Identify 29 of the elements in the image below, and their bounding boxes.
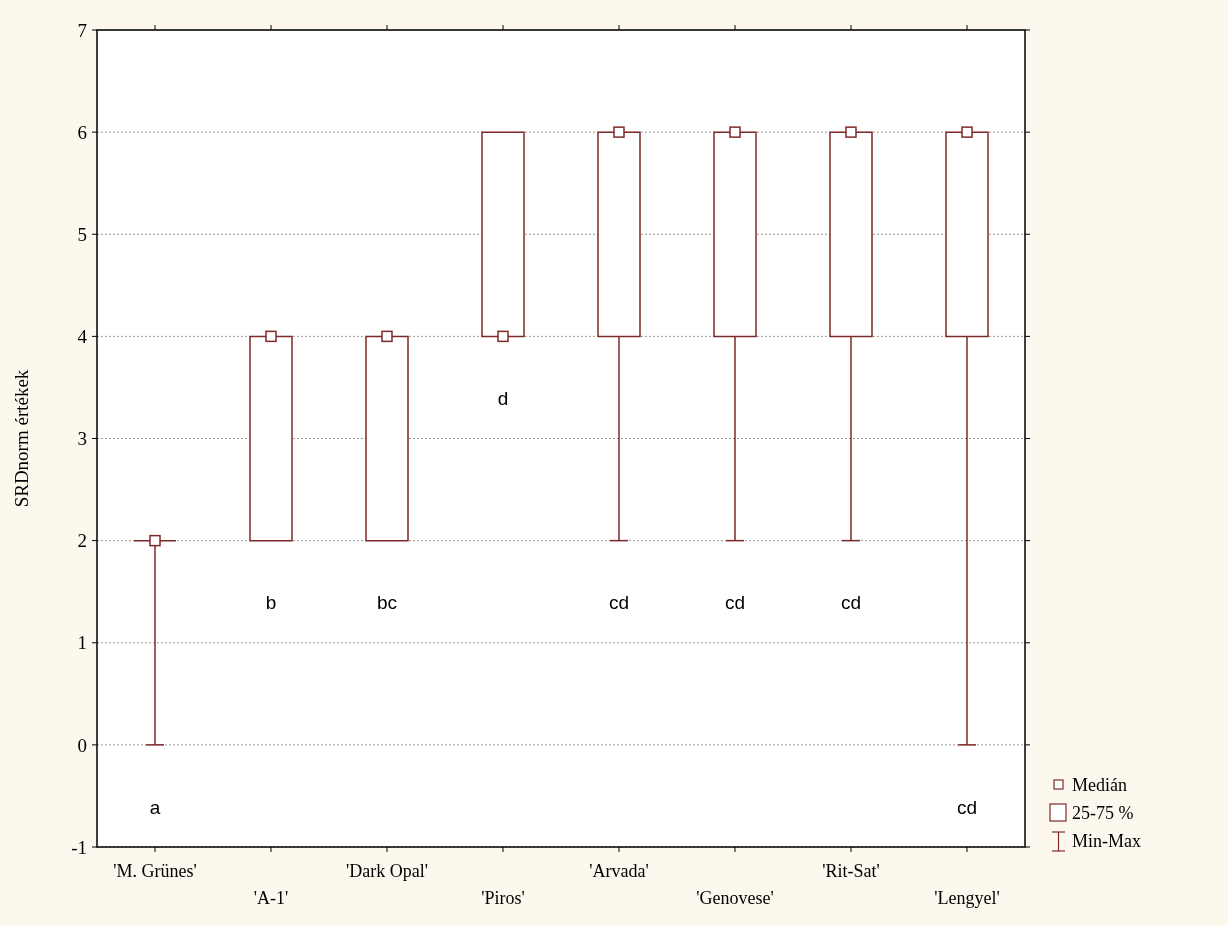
annotation: cd: [724, 592, 746, 614]
x-tick-label: 'Arvada': [589, 861, 649, 881]
y-tick-label: 5: [77, 223, 87, 245]
x-tick-label: 'A-1': [253, 888, 289, 908]
annotation: cd: [840, 592, 862, 614]
annotation: b: [265, 592, 277, 614]
annotation: a: [149, 796, 161, 818]
y-tick-label: 2: [77, 530, 87, 552]
y-tick-label: 1: [77, 632, 87, 654]
y-tick-label: 3: [77, 428, 87, 450]
x-tick-label: 'Genovese': [696, 888, 774, 908]
y-axis-title: SRDnorm értékek: [11, 369, 32, 508]
annotation: bc: [376, 592, 398, 614]
y-tick-label: 7: [77, 19, 87, 41]
x-tick-label: 'Piros': [481, 888, 525, 908]
annotation: cd: [608, 592, 630, 614]
y-tick-label: -1: [71, 836, 87, 858]
annotation: d: [497, 388, 509, 410]
y-tick-label: 4: [77, 326, 88, 348]
annotation: cd: [956, 796, 978, 818]
x-tick-label: 'M. Grünes': [113, 861, 197, 881]
x-tick-label: 'Dark Opal': [346, 861, 428, 881]
text: Min-Max: [1072, 831, 1141, 852]
y-tick-label: 6: [77, 121, 87, 143]
x-tick-label: 'Rit-Sat': [822, 861, 880, 881]
text: Medián: [1072, 775, 1127, 796]
y-tick-label: 0: [77, 734, 87, 756]
x-tick-label: 'Lengyel': [934, 888, 1000, 908]
text: 25-75 %: [1072, 803, 1134, 824]
